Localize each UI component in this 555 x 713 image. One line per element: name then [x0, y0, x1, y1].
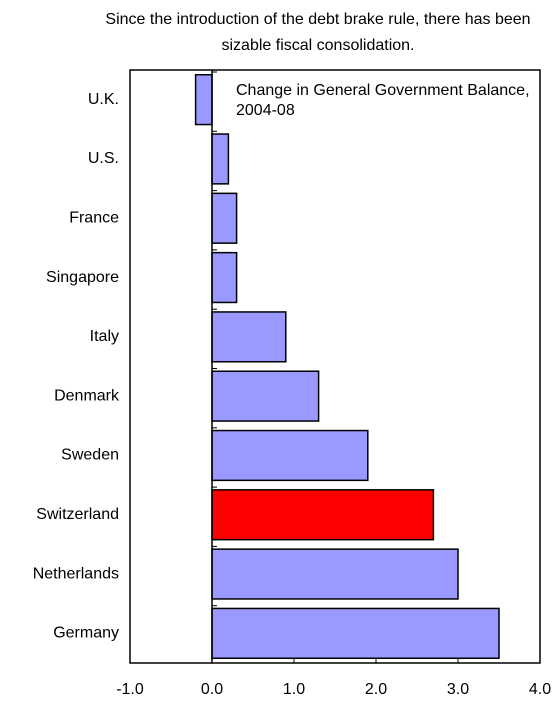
bar: [211, 192, 238, 244]
y-tick-label: Germany: [53, 625, 119, 642]
bar: [211, 133, 230, 185]
y-tick-label: U.K.: [88, 91, 119, 108]
bar: [194, 73, 213, 126]
y-tick-label: Netherlands: [33, 565, 119, 582]
plot-frame: [129, 69, 541, 664]
y-tick-label: U.S.: [88, 150, 119, 167]
y-tick-label: Denmark: [54, 387, 120, 404]
x-tick-label: 2.0: [365, 681, 387, 698]
y-tick-label: Italy: [90, 328, 119, 345]
x-tick-label: 3.0: [447, 681, 469, 698]
bar: [211, 548, 459, 600]
x-tick-label: 4.0: [529, 681, 551, 698]
y-tick-label: Singapore: [46, 269, 119, 286]
bar: [211, 429, 369, 482]
y-tick-label: Switzerland: [36, 506, 119, 523]
bar: [211, 251, 238, 304]
x-tick-label: 1.0: [283, 681, 305, 698]
x-tick-label: -1.0: [116, 681, 144, 698]
bar: [211, 607, 500, 660]
chart-title: Since the introduction of the debt brake…: [105, 11, 530, 54]
x-tick-label: 0.0: [201, 681, 223, 698]
y-tick-label: Sweden: [61, 447, 119, 464]
bar: [211, 370, 320, 422]
bar: [211, 489, 435, 541]
annotation: Change in General Government Balance, 200…: [236, 82, 530, 119]
bar: [211, 311, 287, 363]
y-tick-label: France: [69, 209, 119, 226]
